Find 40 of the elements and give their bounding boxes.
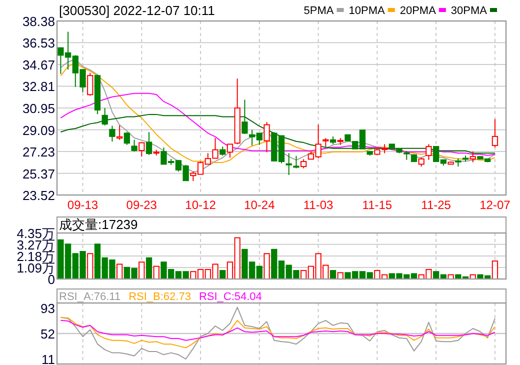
y-tick-label: 23.52 <box>22 188 55 203</box>
legend-label: 20PMA <box>400 5 437 17</box>
y-tick-label: 29.09 <box>22 122 55 138</box>
legend-label: 30PMA <box>450 5 488 17</box>
y-tick-label: 93 <box>40 300 55 316</box>
y-tick-label: 34.67 <box>22 57 55 72</box>
x-tick-label: 09-23 <box>126 198 158 212</box>
x-tick-label: 11-03 <box>303 198 334 212</box>
line-series <box>60 320 496 341</box>
x-tick-label: 11-25 <box>421 198 452 212</box>
x-tick-label: 11-15 <box>362 198 392 212</box>
bar <box>146 257 152 280</box>
chart-title: [300530] 2022-12-07 10:11 <box>59 3 215 18</box>
legend-label: 10PMA <box>348 5 386 17</box>
y-tick-label: 38.38 <box>22 14 55 29</box>
series-label: RSI_A:76.11 <box>59 291 121 303</box>
y-tick-label: 32.81 <box>22 79 55 94</box>
bar <box>138 262 145 280</box>
y-tick-label: 52 <box>40 326 55 342</box>
x-tick-label: 09-13 <box>67 198 98 212</box>
y-tick-label: 36.53 <box>22 36 55 51</box>
bar <box>153 266 160 280</box>
chart-title: 成交量:17239 <box>59 217 138 232</box>
y-tick-label: 11 <box>42 352 55 365</box>
y-tick-label: 30.95 <box>22 101 55 116</box>
bar <box>116 264 123 280</box>
x-tick-label: 10-24 <box>244 198 276 212</box>
x-tick-label: 12-07 <box>480 198 511 212</box>
bar <box>264 253 270 280</box>
line-series <box>60 306 496 360</box>
y-tick-label: 25.37 <box>22 166 55 182</box>
text: RSI_C:54.04 <box>198 291 262 303</box>
line-series <box>60 316 496 348</box>
text: RSI_B:62.73 <box>128 291 191 303</box>
bar <box>87 253 94 280</box>
y-tick-label: 4.35万 <box>16 226 55 241</box>
y-tick-label: 27.23 <box>22 144 55 160</box>
x-tick-label: 10-12 <box>185 198 216 212</box>
bar <box>492 260 498 280</box>
legend-label: 5PMA <box>304 5 334 17</box>
